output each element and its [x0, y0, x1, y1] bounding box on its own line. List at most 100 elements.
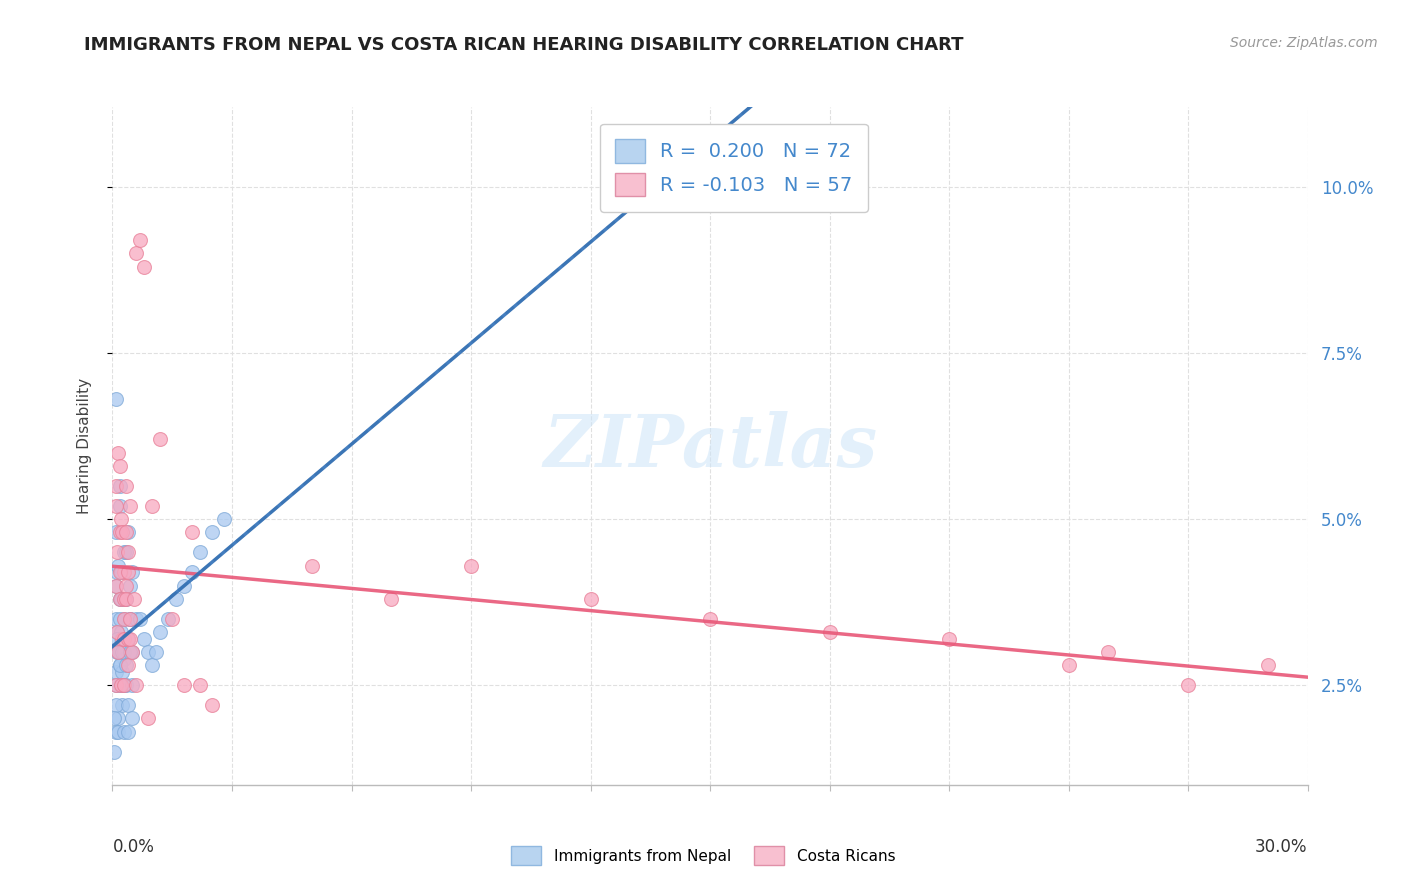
- Point: [105, 698, 128, 713]
- Point: [105, 625, 128, 640]
- Point: [108, 525, 131, 540]
- Point: [134, 260, 156, 274]
- Point: [114, 479, 136, 493]
- Point: [110, 612, 132, 626]
- Point: [115, 591, 138, 606]
- Point: [110, 479, 132, 493]
- Point: [111, 698, 134, 713]
- Point: [103, 711, 125, 725]
- Point: [108, 458, 131, 473]
- Point: [114, 591, 136, 606]
- Point: [117, 525, 139, 540]
- Point: [117, 632, 139, 646]
- Point: [110, 591, 132, 606]
- Point: [157, 612, 180, 626]
- Point: [121, 645, 143, 659]
- Point: [110, 591, 132, 606]
- Point: [121, 566, 143, 580]
- Point: [117, 545, 139, 559]
- Point: [181, 566, 204, 580]
- Point: [114, 612, 135, 626]
- Point: [120, 645, 142, 659]
- Point: [107, 724, 129, 739]
- Point: [149, 433, 172, 447]
- Point: [1177, 678, 1199, 692]
- Point: [121, 711, 143, 725]
- Point: [301, 558, 323, 573]
- Point: [111, 645, 134, 659]
- Point: [114, 545, 135, 559]
- Point: [111, 525, 134, 540]
- Point: [120, 612, 142, 626]
- Point: [141, 658, 163, 673]
- Point: [114, 724, 135, 739]
- Point: [138, 711, 160, 725]
- Point: [117, 658, 139, 673]
- Point: [105, 566, 128, 580]
- Point: [114, 645, 135, 659]
- Point: [118, 499, 141, 513]
- Point: [105, 645, 128, 659]
- Point: [460, 558, 482, 573]
- Legend: R =  0.200   N = 72, R = -0.103   N = 57: R = 0.200 N = 72, R = -0.103 N = 57: [600, 123, 868, 211]
- Point: [107, 558, 129, 573]
- Point: [110, 645, 132, 659]
- Point: [112, 678, 135, 692]
- Point: [105, 479, 128, 493]
- Point: [105, 499, 128, 513]
- Point: [1097, 645, 1119, 659]
- Point: [121, 678, 143, 692]
- Point: [107, 645, 129, 659]
- Point: [1257, 658, 1279, 673]
- Point: [125, 246, 148, 260]
- Point: [121, 645, 143, 659]
- Point: [115, 578, 138, 592]
- Point: [104, 578, 127, 592]
- Point: [110, 632, 132, 646]
- Point: [138, 645, 160, 659]
- Point: [110, 678, 132, 692]
- Point: [114, 525, 136, 540]
- Point: [149, 625, 172, 640]
- Point: [118, 612, 141, 626]
- Point: [181, 525, 204, 540]
- Point: [188, 545, 211, 559]
- Point: [125, 612, 148, 626]
- Point: [114, 591, 135, 606]
- Point: [105, 632, 128, 646]
- Point: [110, 566, 132, 580]
- Point: [104, 525, 127, 540]
- Point: [173, 678, 195, 692]
- Point: [117, 632, 139, 646]
- Point: [134, 632, 156, 646]
- Point: [117, 724, 139, 739]
- Point: [112, 591, 135, 606]
- Point: [105, 392, 128, 407]
- Point: [104, 612, 127, 626]
- Point: [579, 591, 602, 606]
- Point: [104, 724, 127, 739]
- Point: [201, 525, 224, 540]
- Point: [162, 612, 183, 626]
- Point: [212, 512, 235, 526]
- Point: [129, 233, 152, 247]
- Point: [165, 591, 187, 606]
- Point: [114, 545, 136, 559]
- Point: [115, 678, 138, 692]
- Legend: Immigrants from Nepal, Costa Ricans: Immigrants from Nepal, Costa Ricans: [505, 840, 901, 871]
- Point: [818, 625, 841, 640]
- Point: [938, 632, 960, 646]
- Point: [105, 545, 128, 559]
- Point: [104, 578, 127, 592]
- Point: [201, 698, 224, 713]
- Point: [110, 625, 132, 640]
- Point: [380, 591, 402, 606]
- Point: [699, 612, 721, 626]
- Point: [104, 678, 127, 692]
- Point: [110, 566, 132, 580]
- Point: [124, 591, 146, 606]
- Point: [112, 566, 135, 580]
- Point: [141, 499, 163, 513]
- Point: [108, 658, 131, 673]
- Point: [108, 591, 131, 606]
